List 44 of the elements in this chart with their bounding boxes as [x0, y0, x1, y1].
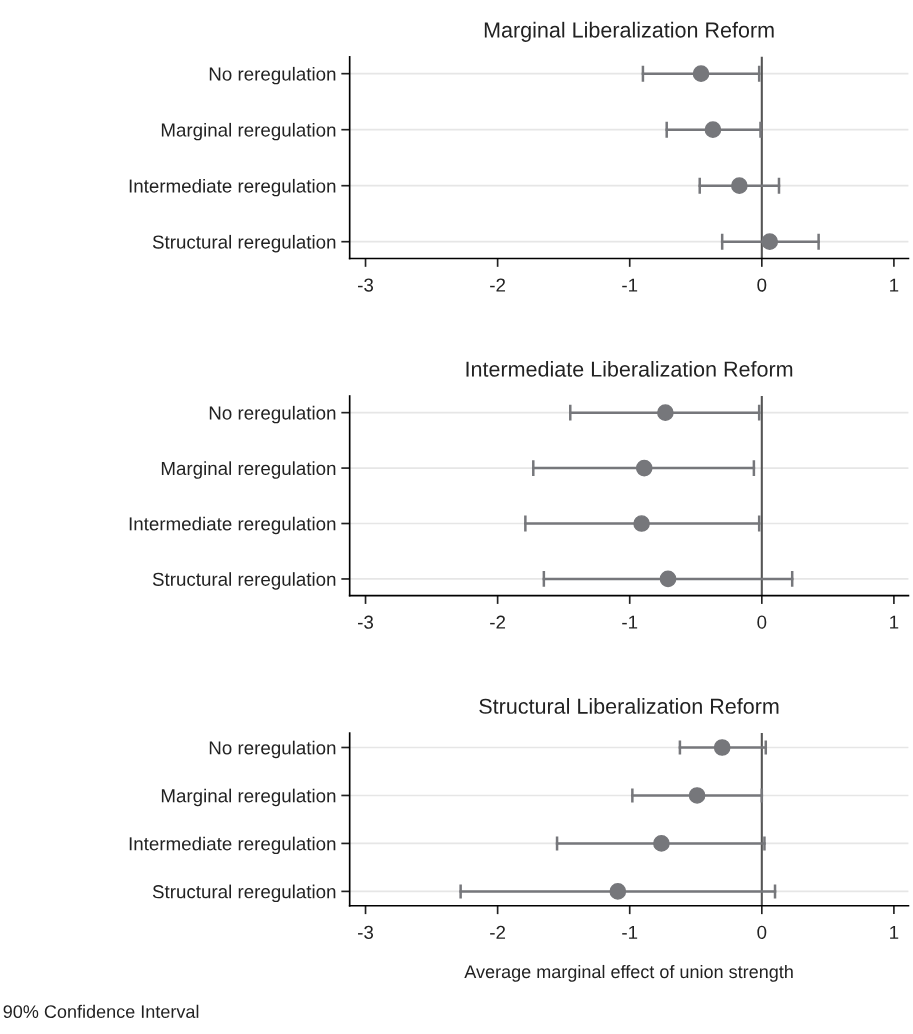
x-tick-label: -2	[490, 615, 506, 629]
y-tick-label: Structural reregulation	[152, 884, 336, 903]
point	[713, 739, 731, 756]
x-tick-label: -1	[622, 278, 638, 292]
x-axis-title: Average marginal effect of union strength	[464, 964, 793, 982]
y-tick-label: Marginal reregulation	[161, 461, 336, 479]
point	[657, 404, 674, 421]
x-tick-label: -1	[622, 615, 638, 629]
chart-title: Structural Liberalization Reform	[479, 698, 779, 714]
y-tick-label: Structural reregulation	[152, 234, 336, 253]
point	[659, 570, 677, 588]
x-tick-label: 0	[757, 278, 767, 292]
chart-title: Marginal Liberalization Reform	[484, 21, 774, 42]
point	[704, 121, 722, 139]
point	[653, 835, 670, 852]
chart-title: Intermediate Liberalization Reform	[466, 360, 793, 377]
point	[635, 459, 653, 477]
x-tick-label: -3	[358, 278, 374, 292]
x-tick-label: 1	[890, 925, 899, 939]
y-tick-label: Marginal reregulation	[161, 788, 336, 807]
point	[692, 65, 710, 83]
y-tick-label: Intermediate reregulation	[129, 516, 336, 535]
y-tick-label: Intermediate reregulation	[129, 178, 336, 197]
point	[761, 233, 779, 251]
y-tick-label: No reregulation	[209, 405, 336, 424]
y-tick-label: No reregulation	[209, 740, 336, 759]
x-tick-label: 0	[757, 615, 767, 629]
y-tick-label: Marginal reregulation	[161, 122, 336, 141]
x-tick-label: -2	[490, 278, 506, 292]
x-tick-label: 1	[890, 278, 899, 292]
x-tick-label: -3	[358, 615, 374, 629]
x-tick-label: 1	[890, 615, 899, 629]
point	[609, 883, 627, 900]
y-tick-label: Structural reregulation	[152, 572, 336, 590]
text: 90% Confidence Interval	[3, 1004, 199, 1019]
x-tick-label: -1	[622, 925, 638, 939]
x-tick-label: -3	[358, 925, 374, 939]
y-tick-label: No reregulation	[209, 66, 336, 85]
point	[633, 515, 650, 532]
point	[731, 177, 748, 195]
point	[688, 787, 706, 804]
x-tick-label: 0	[757, 925, 767, 939]
y-tick-label: Intermediate reregulation	[129, 836, 336, 855]
x-tick-label: -2	[490, 925, 506, 939]
